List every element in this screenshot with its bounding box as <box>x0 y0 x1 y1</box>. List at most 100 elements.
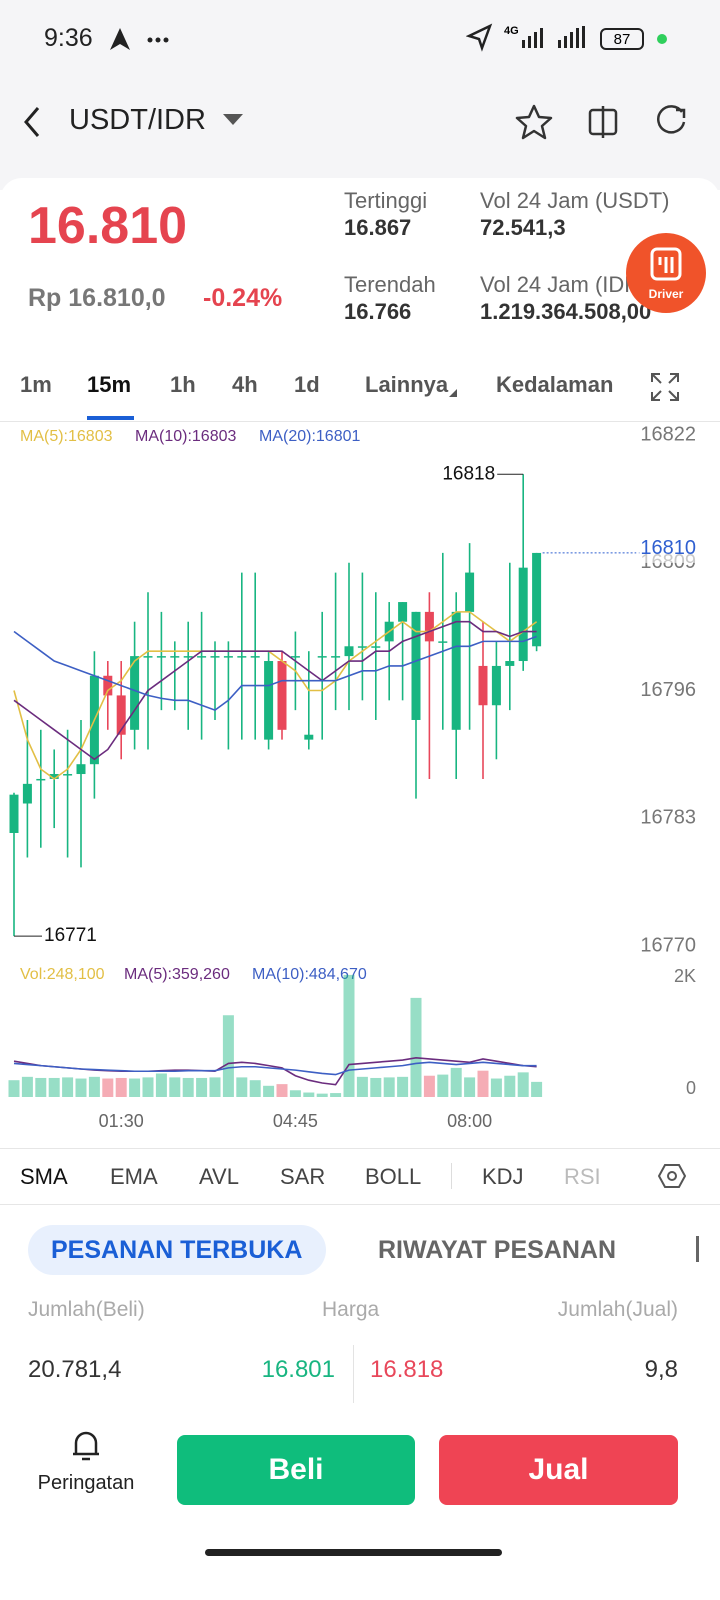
volume-bar <box>209 1077 221 1097</box>
volume-bar <box>423 1075 435 1097</box>
book-header: Harga <box>322 1298 380 1321</box>
candle-body <box>532 552 542 647</box>
candle-body <box>384 621 394 642</box>
order-tab[interactable]: PESANAN TERBUKA <box>51 1236 303 1264</box>
indicator[interactable]: AVL <box>199 1164 239 1189</box>
ma-legend: MA(20):16801 <box>259 428 360 445</box>
candle-body <box>357 646 367 648</box>
indicator[interactable]: BOLL <box>365 1164 422 1189</box>
clock: 9:36 <box>44 24 93 52</box>
interval[interactable]: 4h <box>232 372 258 397</box>
order-tab-active[interactable] <box>28 1225 326 1275</box>
volume-bar <box>249 1080 261 1097</box>
indicator[interactable]: EMA <box>110 1164 158 1189</box>
volume-bar <box>330 1093 342 1097</box>
volume-bar <box>316 1093 328 1097</box>
candle-body <box>331 656 341 658</box>
y-tick-label: 16770 <box>640 934 696 956</box>
indicator[interactable]: RSI <box>564 1164 601 1189</box>
interval-active[interactable]: 15m <box>87 372 132 397</box>
candle-body <box>290 656 300 658</box>
last-price: 16.810 <box>28 197 188 255</box>
indicator-settings[interactable] <box>658 1162 686 1190</box>
high-value: 16.867 <box>344 215 412 240</box>
volume-bar <box>303 1092 315 1097</box>
candle-body <box>63 774 73 776</box>
depth-tab[interactable]: Kedalaman <box>496 372 614 397</box>
volume-bar <box>236 1077 248 1097</box>
low-label: Terendah <box>344 272 436 297</box>
volume-bar <box>263 1085 275 1097</box>
candle-body <box>156 656 166 658</box>
interval[interactable]: 1d <box>294 372 320 397</box>
volume-bar <box>35 1077 47 1097</box>
vol-idr-value: 1.219.364.508,00 <box>480 299 652 324</box>
candle-body <box>130 656 140 730</box>
y-tick-label: 16783 <box>640 807 696 829</box>
fullscreen[interactable] <box>650 372 680 402</box>
interval[interactable]: Lainnya <box>365 372 449 397</box>
interval[interactable]: 1m <box>20 372 52 397</box>
volume-bar <box>343 974 355 1097</box>
buy-button[interactable]: Beli <box>177 1435 415 1505</box>
candle-body <box>9 794 19 833</box>
candle-body <box>277 661 287 730</box>
vol-tick-label: 2K <box>674 966 696 986</box>
candle-body <box>424 611 434 642</box>
candle-body <box>478 665 488 706</box>
x-tick-label: 08:00 <box>447 1111 492 1131</box>
ma-legend: MA(10):16803 <box>135 428 236 445</box>
pair-title[interactable]: USDT/IDR <box>69 104 206 136</box>
min-label: 16771 <box>44 925 97 946</box>
volume-bar <box>276 1084 288 1097</box>
bell-icon[interactable] <box>70 1428 102 1464</box>
driver-label: Driver <box>648 287 684 301</box>
volume-bar <box>356 1076 368 1097</box>
vol-legend: Vol:248,100 <box>20 966 105 983</box>
book-header: Jumlah(Beli) <box>28 1298 145 1321</box>
vol-idr-label: Vol 24 Jam (IDR) <box>480 272 648 297</box>
indicator[interactable]: SAR <box>280 1164 326 1189</box>
x-tick-label: 04:45 <box>273 1111 318 1131</box>
volume-bar <box>517 1072 529 1097</box>
interval[interactable]: 1h <box>170 372 196 397</box>
y-tick-label: 16809 <box>640 551 696 573</box>
volume-bar <box>8 1080 20 1097</box>
alert-label[interactable]: Peringatan <box>37 1472 135 1494</box>
volume-bar <box>450 1067 462 1097</box>
order-tab[interactable]: RIWAYAT PESANAN <box>378 1236 617 1264</box>
sell-button[interactable]: Jual <box>439 1435 678 1505</box>
divider <box>0 421 720 422</box>
candle-body <box>411 611 421 720</box>
vol-ma-legend: MA(5):359,260 <box>124 966 230 983</box>
tab-overflow <box>696 1236 699 1262</box>
volume-bar <box>397 1076 409 1097</box>
sell-price: 16.818 <box>370 1356 444 1383</box>
driver-badge[interactable]: Driver <box>626 233 706 313</box>
candle-body <box>518 567 528 662</box>
candle-body <box>36 778 46 781</box>
high-label: Tertinggi <box>344 188 428 213</box>
candle-body <box>143 656 153 658</box>
indicator[interactable]: SMA <box>20 1164 68 1189</box>
volume-bar <box>155 1073 167 1097</box>
back-button[interactable] <box>20 104 50 140</box>
ma-line <box>13 611 538 780</box>
candle-body <box>438 641 448 643</box>
driver-icon <box>650 247 682 281</box>
status-icons-right: 4G 87 <box>466 23 667 52</box>
header-actions[interactable] <box>512 100 692 144</box>
volume-bar <box>182 1077 194 1097</box>
battery: 87 <box>614 31 631 48</box>
volume-bar <box>102 1078 114 1097</box>
indicator[interactable]: KDJ <box>482 1164 524 1189</box>
x-tick-label: 01:30 <box>99 1111 144 1131</box>
ma-line <box>13 620 537 761</box>
volume-bar <box>75 1078 87 1097</box>
volume-bar <box>477 1070 489 1097</box>
ma-line <box>13 630 537 712</box>
idr-price: Rp 16.810,0 <box>28 284 166 312</box>
pair-dropdown[interactable] <box>222 112 244 128</box>
